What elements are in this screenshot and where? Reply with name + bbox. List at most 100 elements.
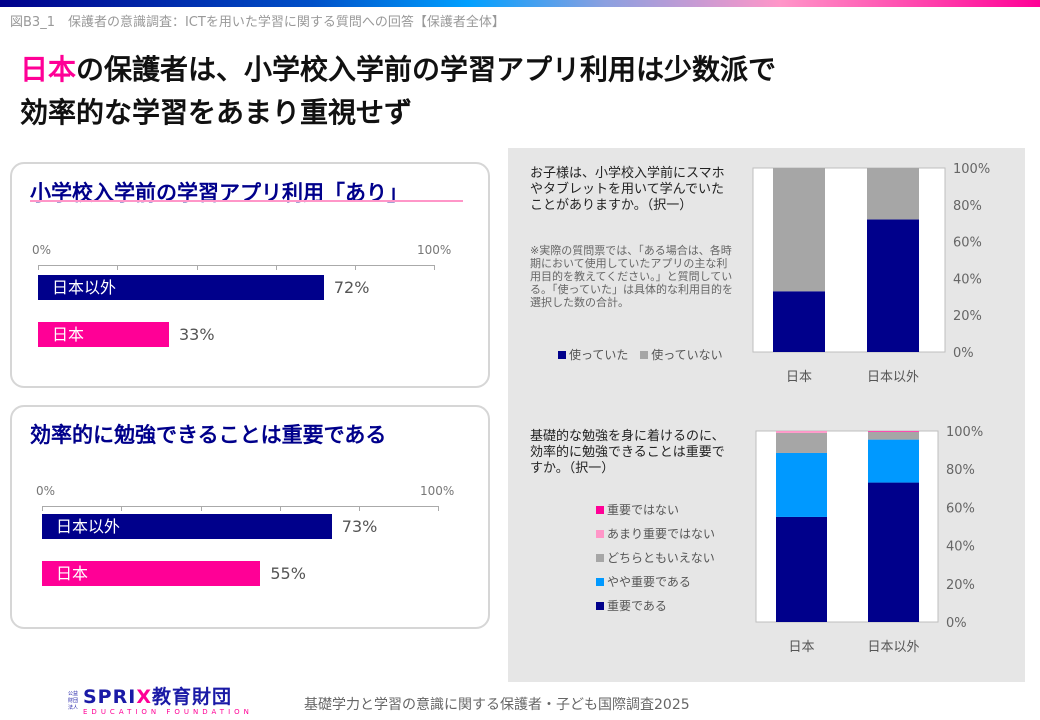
legend-item: あまり重要ではない	[596, 525, 715, 542]
bar-value: 55%	[270, 564, 306, 583]
bar-segment	[868, 431, 919, 432]
legend-item: 使っていない	[640, 348, 723, 362]
panel-title: 効率的に勉強できることは重要である	[30, 423, 387, 447]
title-underline	[30, 200, 463, 202]
bar-segment	[776, 452, 827, 517]
detail-charts-panel: お子様は、小学校入学前にスマホやタブレットを用いて学んでいたことがありますか。（…	[508, 148, 1025, 682]
axis-max: 100%	[417, 243, 452, 257]
legend-swatch	[596, 602, 604, 610]
chart1-stacked-bars: 日本 日本以外 0% 20% 40% 60% 80% 100%	[752, 162, 990, 385]
tick	[276, 265, 277, 270]
legend-swatch	[640, 351, 649, 359]
legend-item: 重要ではない	[596, 501, 715, 518]
logo-small: 公益財団法人	[68, 691, 79, 711]
logo-x: X	[136, 686, 152, 708]
logo-sub: EDUCATION FOUNDATION	[83, 708, 253, 716]
legend-item: やや重要である	[596, 573, 715, 590]
chart2-stacked-bars: 日本 日本以外 0% 20% 40% 60% 80% 100%	[755, 425, 983, 655]
bar-value: 72%	[333, 278, 370, 297]
legend-swatch	[596, 554, 604, 562]
figure-caption: 図B3_1 保護者の意識調査：ICTを用いた学習に関する質問への回答【保護者全体…	[10, 15, 505, 30]
x-tick-label: 日本以外	[867, 370, 919, 385]
bar-segment	[776, 431, 827, 433]
bar-segment	[867, 219, 919, 352]
x-tick-label: 日本	[788, 640, 814, 655]
panel-efficiency: 効率的に勉強できることは重要である 0% 100% 日本以外 73% 日本 55…	[10, 405, 490, 629]
chart2-question: 基礎的な勉強を身に着けるのに、効率的に勉強できることは重要ですか。（択一）	[530, 429, 725, 476]
bar-outside-japan: 日本以外	[38, 275, 324, 300]
bar-value: 33%	[179, 325, 215, 344]
bar-segment	[776, 432, 827, 453]
chart1-question: お子様は、小学校入学前にスマホやタブレットを用いて学んでいたことがありますか。（…	[530, 166, 725, 213]
chart1-legend: 使っていた 使っていない	[558, 346, 723, 363]
axis-line	[38, 265, 435, 266]
tick	[42, 506, 43, 511]
panel-title: 小学校入学前の学習アプリ利用「あり」	[30, 181, 408, 205]
y-tick-label: 40%	[946, 540, 975, 555]
y-tick-label: 0%	[946, 616, 967, 631]
headline-line1: の保護者は、小学校入学前の学習アプリ利用は少数派で	[76, 53, 777, 86]
tick	[280, 506, 281, 511]
legend-swatch	[558, 351, 566, 359]
legend-swatch	[596, 506, 604, 514]
legend-swatch	[596, 578, 604, 586]
legend-label: あまり重要ではない	[607, 527, 716, 541]
legend-swatch	[596, 530, 604, 538]
bar-value: 73%	[341, 517, 378, 536]
legend-label: 重要ではない	[607, 503, 680, 517]
bar-segment	[868, 431, 919, 440]
bar-segment	[773, 291, 825, 352]
legend-label: 使っていない	[651, 348, 723, 362]
bar-outside-japan: 日本以外	[42, 514, 332, 539]
sprix-logo: 公益財団法人 SPRIX教育財団 EDUCATION FOUNDATION	[68, 686, 253, 717]
bar-segment	[776, 516, 827, 622]
chart2-legend: 重要ではないあまり重要ではない どちらともいえない やや重要である 重要である	[596, 501, 715, 621]
logo-main: SPRI	[83, 686, 137, 708]
legend-label: 重要である	[607, 599, 667, 613]
y-tick-label: 0%	[953, 346, 974, 361]
axis-min: 0%	[36, 484, 56, 498]
y-tick-label: 60%	[953, 236, 982, 251]
axis-min: 0%	[32, 243, 52, 257]
y-tick-label: 80%	[953, 199, 982, 214]
y-tick-label: 100%	[953, 162, 990, 177]
tick	[197, 265, 198, 270]
logo-kanji: 教育財団	[151, 686, 232, 708]
bar-japan: 日本	[42, 561, 261, 586]
bar-japan: 日本	[38, 322, 169, 347]
legend-label: やや重要である	[607, 575, 691, 589]
x-tick-label: 日本	[786, 370, 812, 385]
bar-segment	[868, 482, 919, 622]
top-gradient-bar	[0, 0, 1040, 7]
headline-line2: 効率的な学習をあまり重視せず	[20, 96, 413, 129]
y-tick-label: 60%	[946, 501, 975, 516]
bar-segment	[867, 168, 919, 220]
legend-item: 重要である	[596, 597, 715, 614]
y-tick-label: 40%	[953, 272, 982, 287]
legend-label: 使っていた	[569, 348, 629, 362]
legend-item: どちらともいえない	[596, 549, 715, 566]
panel-app-usage: 小学校入学前の学習アプリ利用「あり」 0% 100% 日本以外 72% 日本 3…	[10, 162, 490, 388]
footer-source: 基礎学力と学習の意識に関する保護者・子ども国際調査2025	[304, 697, 690, 713]
tick	[38, 265, 39, 270]
axis-line	[42, 506, 439, 507]
tick	[434, 265, 435, 270]
x-tick-label: 日本以外	[867, 640, 919, 655]
tick	[359, 506, 360, 511]
y-tick-label: 20%	[953, 309, 982, 324]
legend-label: どちらともいえない	[607, 551, 715, 565]
tick	[438, 506, 439, 511]
tick	[121, 506, 122, 511]
headline-highlight: 日本	[20, 53, 77, 86]
tick	[117, 265, 118, 270]
bar-segment	[773, 168, 825, 292]
legend-item: 使っていた	[558, 348, 628, 362]
bar-segment	[868, 439, 919, 483]
y-tick-label: 20%	[946, 578, 975, 593]
axis-max: 100%	[420, 484, 455, 498]
tick	[355, 265, 356, 270]
tick	[201, 506, 202, 511]
chart1-note: ※実際の質問票では、「ある場合は、各時期において使用していたアプリの主な利用目的…	[530, 244, 733, 309]
y-tick-label: 80%	[946, 463, 975, 478]
headline: 日本の保護者は、小学校入学前の学習アプリ利用は少数派で 効率的な学習をあまり重視…	[20, 48, 776, 134]
